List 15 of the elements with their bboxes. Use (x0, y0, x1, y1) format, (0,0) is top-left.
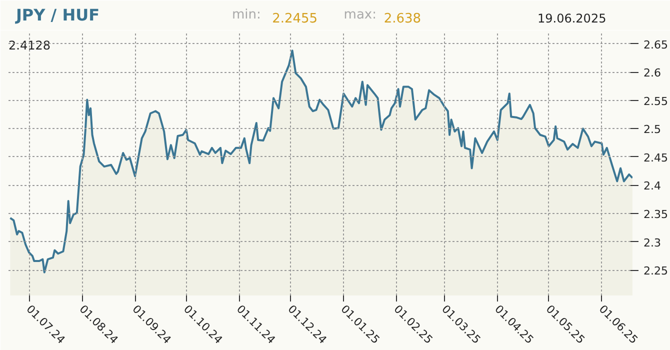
y-tick-label: 2.5 (644, 123, 661, 136)
text: max: (344, 8, 376, 22)
y-tick-label: 2.6 (644, 66, 661, 80)
text: min: (232, 8, 261, 22)
text: 2.2455 (272, 12, 318, 26)
y-tick-label: 2.55 (644, 94, 668, 108)
y-tick-label: 2.4 (644, 180, 661, 193)
y-tick-label: 2.45 (644, 151, 668, 164)
y-tick-label: 2.35 (644, 208, 668, 221)
chart-title: JPY / HUF (14, 6, 100, 24)
text: 19.06.2025 (538, 12, 606, 26)
y-tick-label: 2.65 (644, 38, 668, 52)
text: 2.638 (384, 12, 422, 26)
y-tick-label: 2.3 (644, 236, 661, 250)
y-tick-label: 2.25 (644, 264, 668, 278)
